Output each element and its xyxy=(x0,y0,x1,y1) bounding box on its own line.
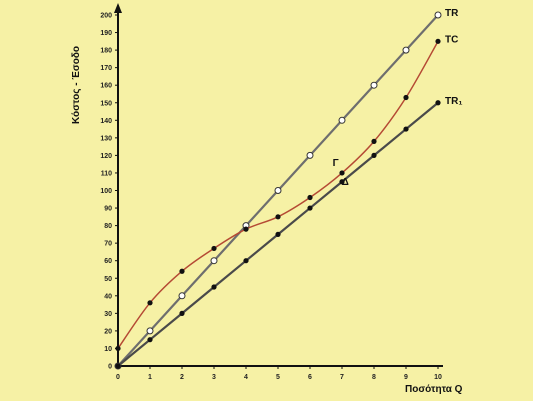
y-tick-label: 70 xyxy=(104,241,112,248)
data-point xyxy=(339,170,345,176)
series-group xyxy=(114,11,442,370)
y-tick-label: 100 xyxy=(100,188,112,195)
y-tick-label: 90 xyxy=(104,206,112,213)
data-point xyxy=(274,187,282,194)
data-point xyxy=(275,231,281,237)
x-tick-label: 7 xyxy=(340,374,344,381)
data-point xyxy=(403,94,409,101)
data-point xyxy=(115,363,121,369)
data-point xyxy=(402,46,410,54)
y-tick-label: 20 xyxy=(104,328,112,335)
data-point xyxy=(147,337,153,343)
x-tick-label: 5 xyxy=(276,374,280,381)
y-tick-label: 0 xyxy=(108,364,112,371)
axes xyxy=(114,3,443,367)
series-2 xyxy=(115,38,441,352)
y-tick-label: 120 xyxy=(100,153,112,160)
series-label: TR₁ xyxy=(445,96,462,107)
y-axis-arrow xyxy=(114,3,122,13)
x-tick-label: 4 xyxy=(244,374,248,381)
y-tick-label: 30 xyxy=(104,311,112,318)
x-tick-label: 10 xyxy=(434,374,442,381)
data-point xyxy=(435,38,441,44)
y-tick-label: 160 xyxy=(100,83,112,90)
data-point xyxy=(243,258,249,264)
y-tick-label: 130 xyxy=(100,135,112,142)
data-point xyxy=(179,310,185,316)
x-tick-label: 9 xyxy=(404,374,408,381)
data-point xyxy=(243,226,249,232)
y-tick-label: 180 xyxy=(100,48,112,55)
data-point xyxy=(178,292,186,300)
series-label: TR xyxy=(445,8,459,19)
data-point xyxy=(147,300,153,306)
data-point xyxy=(403,126,409,132)
series-3 xyxy=(115,100,441,369)
y-tick-label: 200 xyxy=(100,13,112,20)
x-tick-label: 8 xyxy=(372,374,376,381)
data-point xyxy=(370,81,378,89)
series-labels: TR TC TR₁ ΓΔ xyxy=(333,8,463,188)
x-axis-title: Ποσότητα Q xyxy=(405,384,463,395)
y-tick-label: 40 xyxy=(104,293,112,300)
tick-labels: 0102030405060708090100110120130140150160… xyxy=(100,13,442,382)
y-axis-title: Κόστος - Έσοδο xyxy=(71,46,82,124)
data-point xyxy=(179,268,185,274)
y-tick-label: 60 xyxy=(104,258,112,265)
data-point xyxy=(306,151,314,159)
x-tick-label: 3 xyxy=(212,374,216,381)
series-label: TC xyxy=(445,34,458,45)
y-tick-label: 10 xyxy=(104,346,112,353)
x-tick-label: 0 xyxy=(116,374,120,381)
data-point xyxy=(307,205,313,211)
data-point xyxy=(146,327,154,335)
y-tick-label: 190 xyxy=(100,30,112,37)
y-tick-label: 150 xyxy=(100,100,112,107)
y-tick-label: 110 xyxy=(101,170,112,177)
y-tick-label: 50 xyxy=(104,276,112,283)
data-point xyxy=(371,152,377,158)
data-point xyxy=(210,257,218,265)
series-line xyxy=(117,40,439,349)
data-point xyxy=(435,100,441,106)
series-1 xyxy=(114,11,442,370)
x-tick-label: 2 xyxy=(180,374,184,381)
data-point xyxy=(115,345,121,352)
data-point xyxy=(338,116,346,124)
x-tick-label: 6 xyxy=(308,374,312,381)
annotation-label: Δ xyxy=(342,177,349,188)
x-tick-label: 1 xyxy=(148,374,152,381)
data-point xyxy=(434,11,442,19)
data-point xyxy=(275,214,281,220)
data-point xyxy=(307,194,313,201)
data-point xyxy=(371,138,377,144)
y-tick-label: 140 xyxy=(100,118,112,125)
y-tick-label: 80 xyxy=(104,223,112,230)
data-point xyxy=(339,179,345,185)
data-point xyxy=(211,284,217,290)
annotation-label: Γ xyxy=(333,158,339,169)
y-tick-label: 170 xyxy=(100,65,112,72)
data-point xyxy=(211,245,217,252)
